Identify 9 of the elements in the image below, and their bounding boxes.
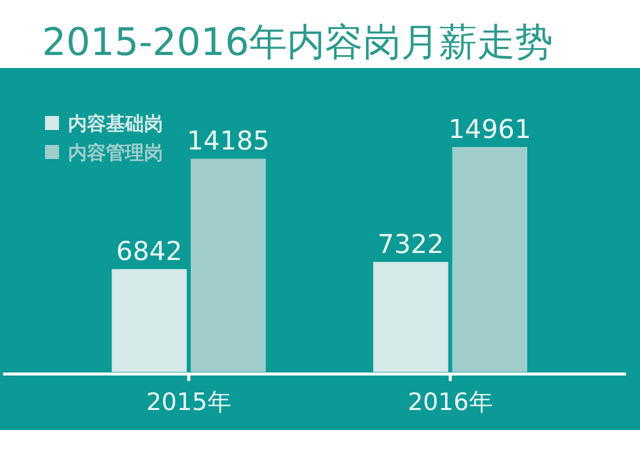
title: 2015-2016年内容岗月薪走势	[42, 20, 554, 64]
legend-label: 内容基础岗	[68, 113, 163, 135]
data-label: 14961	[448, 115, 532, 145]
data-label: 14185	[186, 126, 270, 157]
data-label: 6842	[116, 237, 182, 268]
legend-label: 内容管理岗	[68, 142, 163, 164]
x-tick-label: 2015年	[146, 388, 232, 416]
x-tick-label: 2016年	[408, 388, 493, 416]
data-label: 7322	[378, 230, 444, 260]
